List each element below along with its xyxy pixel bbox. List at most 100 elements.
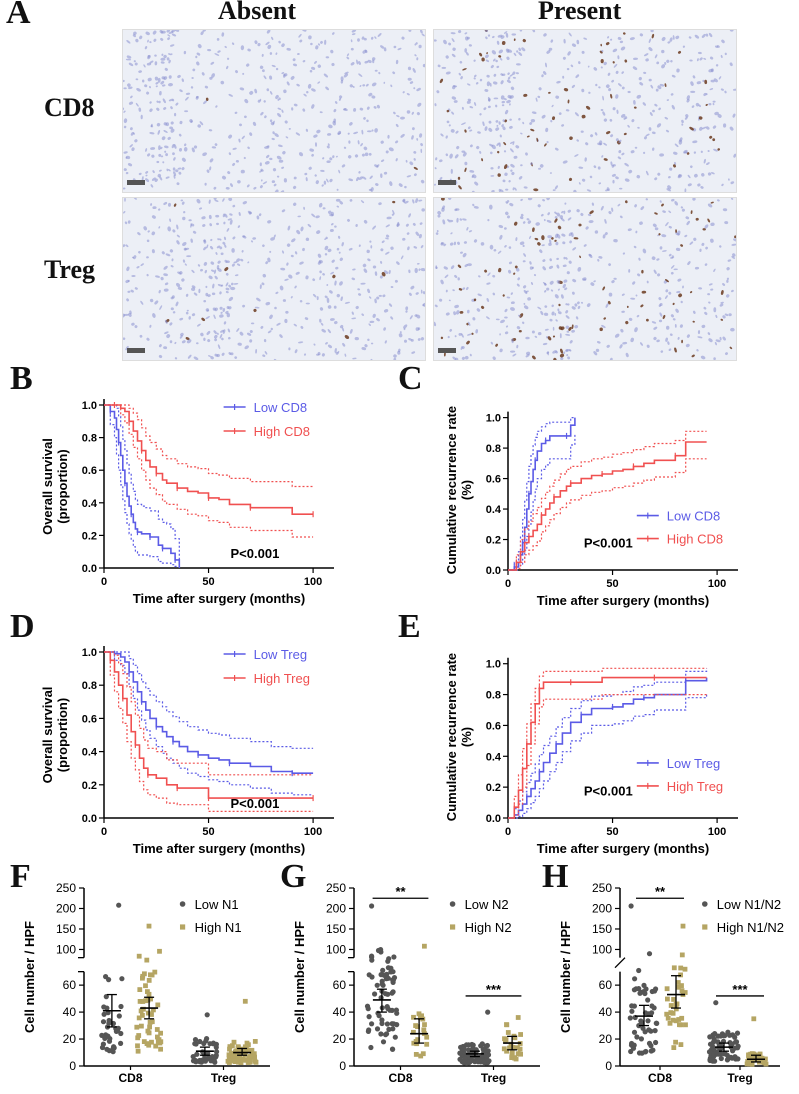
data-point [415,1024,420,1029]
data-point [384,1021,390,1027]
data-point [682,966,688,972]
legend-item: High N1/N2 [702,920,784,935]
data-point [518,1051,523,1057]
legend-label: High Treg [667,779,723,794]
p-value-annotation: P<0.001 [584,536,633,551]
x-tick-label: Treg [727,1071,752,1085]
data-point [253,1059,259,1065]
y-tick-label: 0 [339,1059,346,1073]
data-point [634,1034,640,1040]
ci-upper [104,651,314,776]
data-point [457,1050,463,1056]
row-header-treg: Treg [44,255,96,284]
dots-low-n1-cd8 [99,902,125,1055]
significance-label: *** [486,982,502,997]
data-point [676,984,681,990]
data-point [118,1030,124,1037]
ci-upper [508,668,708,819]
data-point [390,1026,396,1032]
y-tick-label: 1.0 [82,400,97,412]
data-point [201,1040,207,1047]
data-point [378,947,384,953]
dots-low-n2-treg [457,1009,492,1066]
x-tick-label: CD8 [388,1071,412,1085]
data-point [227,1060,232,1065]
data-point [135,1043,140,1049]
data-point [115,1027,121,1033]
mean-ci-bar [747,1054,765,1063]
data-point [678,972,683,978]
mean-ci-bar [102,993,121,1028]
data-point [148,972,153,978]
data-point [679,983,684,988]
data-point [103,994,109,1000]
data-point [727,1040,733,1046]
data-point [158,1030,163,1036]
data-point [680,923,686,929]
data-point [678,965,684,971]
y-tick-label: 0.4 [82,498,98,510]
y-tick-label: 100 [592,942,612,956]
data-point [230,1043,235,1049]
data-point [646,1011,652,1017]
y-tick-label: 150 [326,922,346,936]
legend-item: Low N1 [179,897,239,912]
mean-ci-bar [410,1018,429,1044]
data-point [146,991,152,997]
significance-bracket: ** [372,884,429,899]
data-point [393,1007,399,1013]
dots-low-n1-n2-cd8 [627,903,660,1056]
data-point [374,982,380,988]
data-point [369,974,375,980]
x-tick-label: 0 [101,576,107,588]
data-point [424,1034,430,1040]
data-point [386,1026,392,1032]
legend-label: High CD8 [667,532,723,547]
data-point [247,1054,253,1059]
data-point [365,1006,371,1012]
data-point [745,1059,751,1064]
tissue-cells [434,30,736,192]
x-tick-label: 50 [202,576,214,588]
data-point [101,1004,107,1010]
data-point [154,1027,160,1032]
data-point [732,1054,738,1060]
data-point [242,998,248,1004]
y-tick-label: 0.0 [486,565,501,577]
data-point [751,1016,757,1022]
data-point [140,999,146,1004]
data-point [146,923,152,929]
data-point [712,1031,718,1037]
data-point [211,1055,217,1061]
data-point [227,1044,233,1049]
y-tick-label: 100 [56,942,76,956]
data-point [422,1022,427,1027]
x-axis-label: Time after surgery (months) [133,841,305,856]
data-point [146,978,152,983]
data-point [99,1032,105,1038]
panel-letter-d: D [10,608,35,645]
data-point [145,1028,151,1034]
data-point [374,1026,381,1032]
data-point [110,1045,116,1051]
y-tick-label: 0.6 [486,474,501,486]
ci-lower [508,694,708,819]
y-tick-label: 0 [69,1059,76,1073]
y-tick-label: 60 [63,978,77,992]
significance-bracket: *** [465,982,522,997]
data-point [718,1033,724,1039]
survival-curve [104,651,314,799]
panel-letter-g: G [280,858,307,895]
data-point [226,1056,232,1061]
data-point [383,976,389,982]
data-point [707,1041,714,1047]
significance-label: ** [395,884,406,899]
ci-lower [104,404,314,538]
data-point [507,1045,512,1051]
x-tick-label: 50 [606,826,618,838]
data-point [752,1053,758,1059]
data-point [517,1046,523,1052]
